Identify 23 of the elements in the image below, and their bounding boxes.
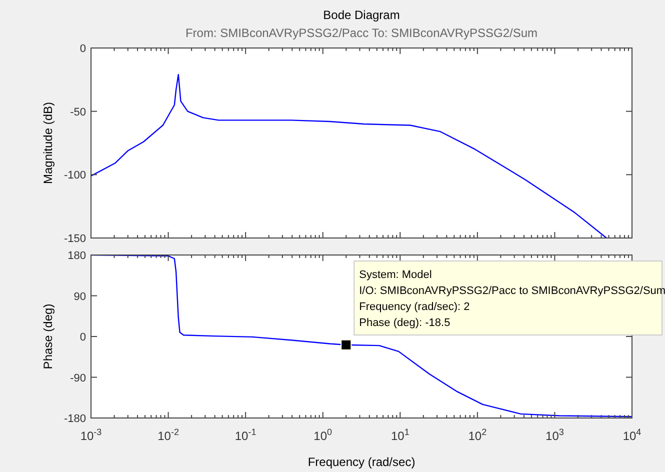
x-tick-label: 10$^{2}$ (468, 427, 487, 443)
y-tick-label: 90 (74, 290, 86, 303)
x-tick-label: 10$^{1}$ (390, 427, 410, 443)
y-tick-label: 0 (80, 332, 86, 344)
x-tick-label: 10$^{0}$ (314, 427, 332, 443)
y-tick-label: -100 (64, 170, 86, 182)
chart-subtitle: From: SMIBconAVRyPSSG2/Pacc To: SMIBconAVRyPSSG2/Sum (185, 26, 538, 40)
x-axis-title: Frequency (rad/sec) (308, 455, 416, 469)
y-tick-label: -180 (64, 413, 86, 425)
y-axis-title: Magnitude (dB) (41, 102, 55, 184)
annotation: System: Model I/O: SMIBconAVRyPSSG2/Pacc to SMIBconAVRyPSSG2/Sum Frequency (rad/sec): 2 Phase (deg): -18.5 (359, 269, 665, 329)
y-axis-title: Phase (deg) (41, 304, 55, 370)
y-tick-label: -90 (70, 372, 86, 384)
y-tick-label: 0 (80, 43, 86, 55)
x-tick-label: 10$^{4}$ (622, 427, 642, 443)
y-tick-label: -50 (70, 106, 86, 118)
x-tick-label: 10$^{-1}$ (234, 427, 256, 443)
x-tick-label: 10$^{-2}$ (158, 427, 179, 443)
chart-title: Bode Diagram (323, 8, 400, 22)
x-tick-label: 10$^{-3}$ (80, 427, 102, 443)
y-tick-label: 180 (68, 250, 86, 262)
y-tick-label: -150 (64, 233, 86, 245)
x-tick-label: 10$^{3}$ (546, 427, 564, 443)
